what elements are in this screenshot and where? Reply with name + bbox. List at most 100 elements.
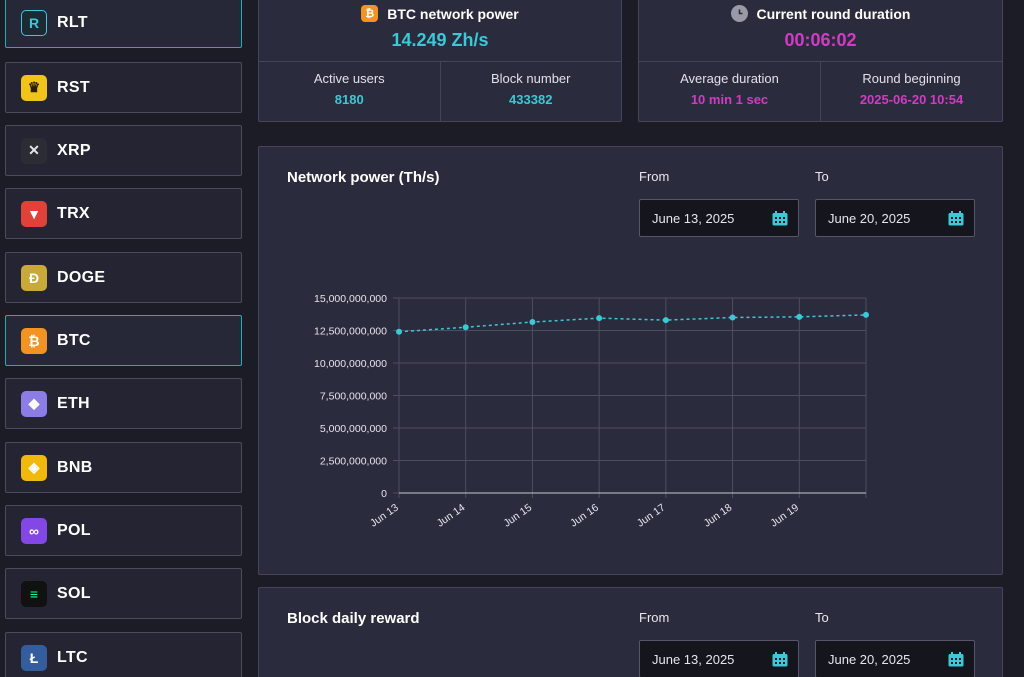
sidebar-item-ltc[interactable]: Ł LTC: [5, 632, 242, 677]
active-users-value: 8180: [334, 92, 364, 107]
ltc-icon: Ł: [21, 644, 47, 671]
average-duration-value: 10 min 1 sec: [690, 92, 769, 107]
network-power-title: BTC network power: [387, 5, 519, 22]
x-tick-label: Jun 17: [635, 502, 668, 530]
block-reward-panel: Block daily reward From To June 13, 2025…: [258, 587, 1003, 677]
sidebar-item-label: LTC: [57, 648, 88, 666]
active-users-cell: Active users 8180: [259, 62, 440, 121]
sol-icon: ≡: [21, 580, 47, 607]
data-point: [729, 314, 736, 321]
clock-icon: [730, 5, 748, 22]
block-reward-title: Block daily reward: [287, 610, 420, 627]
sidebar-item-bnb[interactable]: ◈ BNB: [5, 442, 242, 493]
rlt-icon: R: [21, 9, 47, 36]
sidebar-item-doge[interactable]: Ð DOGE: [5, 252, 242, 303]
calendar-icon[interactable]: [948, 652, 964, 667]
sidebar-item-sol[interactable]: ≡ SOL: [5, 568, 242, 619]
sidebar-item-label: SOL: [57, 584, 91, 602]
data-point: [863, 311, 869, 318]
y-tick-label: 12,500,000,000: [314, 326, 387, 338]
pol-icon: ∞: [21, 517, 47, 544]
xrp-icon: ✕: [21, 137, 47, 164]
sidebar-item-label: BNB: [57, 458, 93, 476]
reward-to-date-input[interactable]: June 20, 2025: [815, 640, 975, 677]
sidebar-item-label: RST: [57, 78, 90, 96]
sidebar-item-pol[interactable]: ∞ POL: [5, 505, 242, 556]
y-tick-label: 2,500,000,000: [320, 456, 387, 468]
y-tick-label: 7,500,000,000: [320, 391, 387, 403]
data-point: [796, 313, 803, 320]
data-point: [662, 317, 669, 324]
y-tick-label: 15,000,000,000: [314, 293, 387, 305]
sidebar-item-label: RLT: [57, 13, 88, 31]
average-duration-label: Average duration: [680, 71, 779, 86]
from-label: From: [639, 169, 670, 184]
x-tick-label: Jun 13: [368, 502, 401, 530]
sidebar-item-label: XRP: [57, 141, 91, 159]
sidebar-item-label: POL: [57, 521, 91, 539]
block-number-cell: Block number 433382: [439, 62, 622, 121]
round-duration-title: Current round duration: [756, 5, 911, 22]
reward-from-label: From: [639, 610, 670, 625]
y-tick-label: 5,000,000,000: [320, 423, 387, 435]
x-tick-label: Jun 15: [501, 502, 534, 530]
trx-icon: ▼: [21, 200, 47, 227]
round-beginning-label: Round beginning: [862, 71, 961, 86]
rst-icon: ♛: [21, 74, 47, 101]
block-number-value: 433382: [509, 92, 553, 107]
to-date-value: June 20, 2025: [828, 210, 911, 226]
from-date-value: June 13, 2025: [652, 210, 735, 226]
round-duration-title-row: Current round duration: [639, 5, 1002, 22]
doge-icon: Ð: [21, 264, 47, 291]
sidebar-item-btc[interactable]: ₿ BTC: [5, 315, 242, 366]
reward-to-label: To: [815, 610, 829, 625]
active-users-label: Active users: [313, 71, 385, 86]
sidebar-item-rst[interactable]: ♛ RST: [5, 62, 242, 113]
block-number-label: Block number: [491, 71, 571, 86]
btc-icon: ₿: [361, 5, 379, 22]
network-power-title-row: ₿ BTC network power: [259, 5, 621, 22]
coin-sidebar: R RLT ♛ RST ✕ XRP ▼ TRX Ð DOGE ₿ BTC ◆ ETH ◈ BNB ∞ POL ≡ SO…: [0, 0, 250, 677]
sidebar-item-trx[interactable]: ▼ TRX: [5, 188, 242, 239]
sidebar-item-label: TRX: [57, 204, 90, 222]
round-beginning-value: 2025-06-20 10:54: [859, 92, 964, 107]
bnb-icon: ◈: [21, 454, 47, 481]
reward-from-date-input[interactable]: June 13, 2025: [639, 640, 799, 677]
network-power-chart: 0 2,500,000,000 5,000,000,000 7,500,000,000…: [314, 293, 869, 530]
round-duration-card: Current round duration 00:06:02 Average …: [638, 0, 1003, 122]
reward-to-date-value: June 20, 2025: [828, 651, 911, 667]
x-tick-label: Jun 19: [768, 502, 801, 530]
data-point: [596, 315, 603, 322]
x-tick-label: Jun 18: [702, 502, 735, 530]
sidebar-item-rlt[interactable]: R RLT: [5, 0, 242, 48]
network-power-value: 14.249 Zh/s: [391, 30, 489, 50]
btc-icon: ₿: [21, 327, 47, 354]
sidebar-item-xrp[interactable]: ✕ XRP: [5, 125, 242, 176]
from-date-input[interactable]: June 13, 2025: [639, 199, 799, 237]
series-line: [398, 314, 867, 333]
calendar-icon[interactable]: [772, 211, 788, 226]
network-power-card: ₿ BTC network power 14.249 Zh/s Active u…: [258, 0, 622, 122]
network-power-chart-title: Network power (Th/s): [287, 169, 440, 186]
data-point: [529, 319, 536, 326]
x-tick-label: Jun 16: [568, 502, 601, 530]
data-point: [396, 328, 402, 335]
reward-from-date-value: June 13, 2025: [652, 651, 735, 667]
network-power-panel: Network power (Th/s) From To June 13, 20…: [258, 146, 1003, 575]
round-duration-value: 00:06:02: [784, 30, 857, 50]
round-beginning-cell: Round beginning 2025-06-20 10:54: [820, 62, 1002, 121]
to-date-input[interactable]: June 20, 2025: [815, 199, 975, 237]
sidebar-item-eth[interactable]: ◆ ETH: [5, 378, 242, 429]
sidebar-item-label: ETH: [57, 394, 90, 412]
x-tick-label: Jun 14: [435, 502, 468, 530]
data-point: [462, 324, 469, 331]
y-tick-label: 10,000,000,000: [314, 358, 387, 370]
eth-icon: ◆: [21, 390, 47, 417]
to-label: To: [815, 169, 829, 184]
calendar-icon[interactable]: [948, 211, 964, 226]
sidebar-item-label: DOGE: [57, 268, 106, 286]
calendar-icon[interactable]: [772, 652, 788, 667]
sidebar-item-label: BTC: [57, 331, 91, 349]
y-tick-label: 0: [381, 488, 387, 500]
average-duration-cell: Average duration 10 min 1 sec: [639, 62, 820, 121]
